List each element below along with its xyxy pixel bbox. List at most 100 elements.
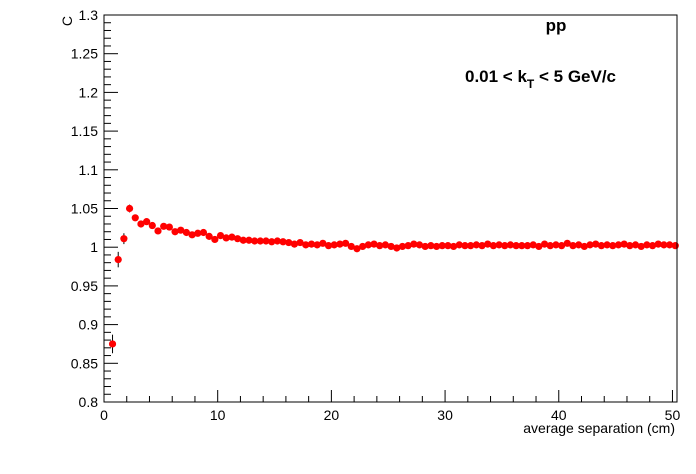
data-point	[569, 242, 577, 250]
data-point	[614, 241, 623, 249]
data-point	[131, 214, 139, 222]
data-point	[205, 232, 213, 240]
data-point	[495, 241, 503, 249]
data-point	[222, 234, 230, 242]
data-point	[438, 242, 446, 250]
data-point	[518, 242, 526, 250]
y-tick-label: 0.9	[79, 317, 99, 333]
data-point	[188, 231, 196, 239]
data-point	[603, 241, 611, 249]
data-point	[211, 235, 219, 244]
data-point	[648, 242, 657, 250]
data-point	[330, 241, 338, 249]
data-point	[353, 245, 361, 253]
data-point	[444, 242, 452, 250]
x-tick-label: 0	[100, 407, 108, 423]
data-point	[319, 239, 327, 247]
data-layer	[108, 204, 679, 354]
data-point	[108, 340, 117, 348]
data-point	[336, 240, 344, 248]
data-point	[148, 221, 156, 230]
data-point	[347, 242, 355, 251]
data-point	[160, 222, 168, 230]
data-point	[239, 236, 247, 244]
data-point	[512, 242, 520, 250]
data-point	[387, 242, 395, 251]
data-point	[620, 240, 628, 248]
data-point	[171, 228, 179, 236]
data-point	[114, 255, 122, 264]
y-tick-label: 0.95	[71, 278, 98, 294]
data-point	[552, 241, 560, 249]
data-point	[199, 228, 208, 237]
data-point	[592, 240, 600, 248]
y-tick-label: 1.05	[71, 201, 98, 217]
data-point	[597, 242, 605, 250]
data-point	[324, 242, 333, 250]
axes-layer: 0.8 0.85 0.9 0.95 1 1.05 1.1 1.15 1.2 1.25 1.3 0 10 2…	[71, 7, 681, 423]
data-point	[313, 241, 321, 249]
data-point	[666, 241, 674, 249]
data-point	[376, 242, 384, 250]
data-point	[154, 227, 162, 235]
data-point	[398, 242, 407, 251]
y-tick-label: 1.15	[71, 123, 98, 139]
data-point	[165, 223, 173, 231]
data-point	[415, 241, 424, 249]
annotation-system: pp	[546, 16, 567, 35]
data-point	[660, 241, 668, 249]
data-point	[120, 235, 128, 243]
data-point	[273, 237, 281, 245]
data-point	[194, 229, 202, 237]
data-point	[381, 241, 389, 249]
data-point	[307, 240, 316, 248]
data-point	[296, 238, 304, 247]
y-tick-label: 0.8	[79, 394, 99, 410]
y-axis-title: C	[59, 16, 75, 26]
data-point	[432, 242, 441, 251]
y-tick-label: 1.1	[79, 162, 99, 178]
data-point	[467, 242, 475, 250]
data-point	[575, 241, 583, 249]
data-point	[580, 242, 588, 251]
data-point	[631, 241, 640, 249]
data-point	[245, 236, 253, 244]
data-point	[472, 241, 480, 249]
data-point	[637, 242, 645, 251]
data-point	[461, 242, 469, 250]
data-point	[216, 231, 225, 240]
data-point	[143, 218, 151, 226]
data-point	[302, 241, 310, 249]
x-tick-label: 50	[665, 407, 681, 423]
data-point	[523, 242, 532, 250]
data-point	[137, 220, 145, 228]
x-tick-label: 20	[324, 407, 340, 423]
data-point	[177, 226, 185, 234]
data-point	[609, 242, 617, 250]
data-point	[558, 242, 566, 250]
data-point	[529, 241, 537, 249]
data-point	[563, 239, 571, 247]
data-point	[182, 228, 191, 237]
data-point	[268, 238, 276, 246]
data-point	[279, 238, 287, 246]
data-point	[285, 238, 293, 247]
data-point	[290, 240, 299, 248]
data-point	[427, 242, 435, 250]
y-tick-label: 1.3	[79, 7, 99, 23]
data-point	[546, 242, 554, 250]
data-point	[643, 241, 651, 249]
y-tick-label: 1.25	[71, 46, 98, 62]
data-point	[671, 242, 679, 250]
x-axis-title: average separation (cm)	[523, 420, 675, 436]
data-point	[489, 242, 497, 250]
data-point	[404, 242, 412, 250]
data-point	[455, 241, 463, 249]
data-point	[228, 233, 236, 241]
y-tick-label: 1	[90, 239, 98, 255]
data-point	[586, 241, 594, 249]
data-point	[535, 242, 543, 251]
data-point	[370, 240, 378, 248]
